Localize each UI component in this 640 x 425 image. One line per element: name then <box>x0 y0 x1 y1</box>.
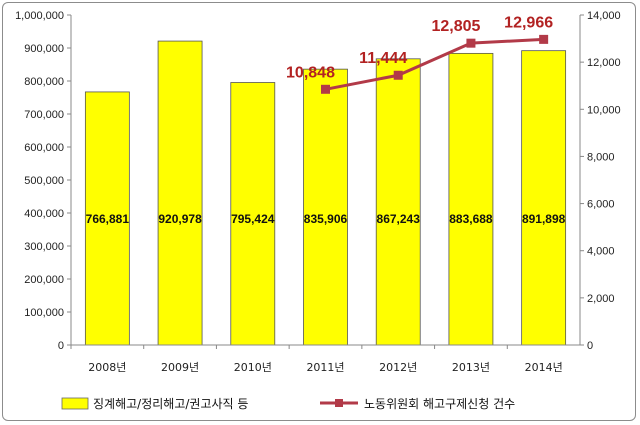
bar <box>375 58 421 346</box>
bar <box>157 40 203 346</box>
left-tick-label: 700,000 <box>24 109 64 121</box>
left-tick-label: 900,000 <box>24 43 64 55</box>
line-series: 10,848 11,444 12,805 12,966 <box>286 14 553 94</box>
series-line <box>325 37 544 91</box>
bar <box>84 91 130 346</box>
right-tick-label: 2,000 <box>587 293 615 305</box>
line-value-label: 11,444 <box>359 50 407 67</box>
left-axis-ticks: 0 100,000 200,000 300,000 400,000 500,000 600,… <box>15 10 71 352</box>
category-label: 2010년 <box>234 361 272 374</box>
left-tick-label: 500,000 <box>24 175 64 187</box>
category-label: 2013년 <box>452 361 490 374</box>
bar <box>303 68 348 346</box>
legend-line-label: 노동위원회 해고구제신청 건수 <box>364 397 515 411</box>
bar-value-label: 867,243 <box>377 212 421 226</box>
category-label: 2011년 <box>306 361 344 374</box>
line-value-label: 10,848 <box>286 64 335 81</box>
category-label: 2012년 <box>379 361 417 374</box>
left-tick-label: 200,000 <box>24 274 64 286</box>
line-marker <box>321 84 330 94</box>
left-tick-label: 400,000 <box>24 208 64 220</box>
left-tick-label: 800,000 <box>24 76 64 88</box>
line-marker <box>466 38 476 48</box>
left-tick-label: 0 <box>58 340 64 352</box>
bar-value-labels: 766,881 920,978 795,424 835,906 867,243 883,6… <box>86 212 566 226</box>
bar <box>230 82 276 346</box>
left-tick-label: 100,000 <box>24 307 64 319</box>
right-axis-ticks: 0 2,000 4,000 6,000 8,000 10,000 12,000 14,000 <box>580 10 621 352</box>
bar <box>448 52 494 346</box>
right-tick-label: 14,000 <box>587 10 621 22</box>
category-label: 2008년 <box>88 361 126 374</box>
category-labels: 2008년 2009년 2010년 2011년 2012년 2013년 2014년 <box>70 345 563 374</box>
line-value-label: 12,966 <box>504 14 553 31</box>
bar-value-label: 795,424 <box>231 212 275 226</box>
right-tick-label: 8,000 <box>587 151 615 163</box>
right-tick-label: 10,000 <box>587 104 621 116</box>
bar-value-label: 920,978 <box>158 212 202 226</box>
category-label: 2009년 <box>161 361 199 374</box>
right-tick-label: 4,000 <box>587 246 615 258</box>
bar <box>521 50 567 346</box>
legend-bar-swatch <box>61 397 89 410</box>
legend-line-marker <box>335 399 343 407</box>
right-tick-label: 12,000 <box>587 57 621 69</box>
line-marker <box>539 34 549 44</box>
category-label: 2014년 <box>525 361 563 374</box>
bar-value-label: 891,898 <box>522 212 566 226</box>
right-tick-label: 0 <box>587 340 593 352</box>
legend: 징계해고/정리해고/권고사직 등 노동위원회 해고구제신청 건수 <box>61 397 515 411</box>
left-tick-label: 300,000 <box>24 241 64 253</box>
left-tick-label: 1,000,000 <box>15 10 64 22</box>
bar-value-label: 766,881 <box>86 212 130 226</box>
bar-value-label: 883,688 <box>449 212 493 226</box>
left-tick-label: 600,000 <box>24 142 64 154</box>
bar-value-label: 835,906 <box>304 212 348 226</box>
right-tick-label: 6,000 <box>587 199 615 211</box>
legend-bar-label: 징계해고/정리해고/권고사직 등 <box>93 397 248 411</box>
line-value-label: 12,805 <box>431 18 480 35</box>
bar-series <box>84 40 567 346</box>
line-marker <box>393 70 403 80</box>
